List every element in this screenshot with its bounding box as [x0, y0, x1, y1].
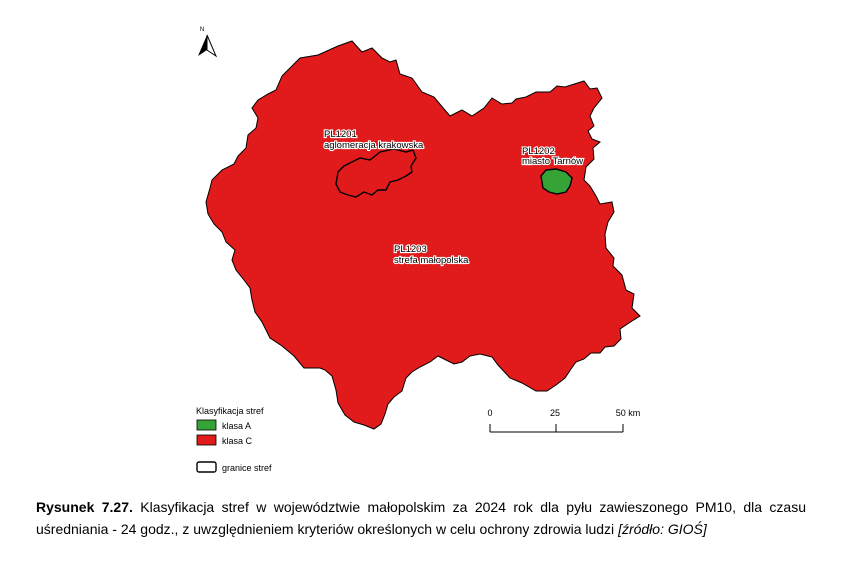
scale-tick-50: 50 km	[616, 408, 641, 418]
caption-text: Klasyfikacja stref w województwie małopo…	[36, 499, 807, 537]
legend-title: Klasyfikacja stref	[196, 406, 264, 416]
map-figure: N PL1201 aglomeracja krakowska PL1202 mi…	[196, 27, 641, 473]
north-label: N	[200, 27, 204, 33]
scale-bar: 0 25 50 km	[487, 408, 641, 433]
legend-label-klasa-c: klasa C	[222, 436, 253, 446]
legend-label-klasa-a: klasa A	[222, 421, 251, 431]
legend: Klasyfikacja stref klasa A klasa C grani…	[196, 406, 272, 473]
zone-aglomeracja-krakowska-area	[335, 148, 417, 198]
legend-swatch-klasa-a	[196, 419, 217, 431]
caption-label: Rysunek 7.27.	[36, 499, 133, 515]
scale-tick-0: 0	[487, 408, 492, 418]
caption-source: [źródło: GIOŚ]	[618, 521, 707, 537]
zone-miasto-tarnow-area	[540, 168, 573, 195]
zone-code-pl1202: PL1202	[522, 146, 555, 157]
north-arrow-icon: N	[198, 27, 218, 58]
figure-caption: Rysunek 7.27. Klasyfikacja stref w wojew…	[36, 496, 806, 540]
zone-name-miasto-tarnow: miasto Tarnów	[522, 156, 583, 167]
legend-label-boundary: granice stref	[222, 463, 272, 473]
scale-tick-25: 25	[550, 408, 560, 418]
legend-swatch-boundary	[196, 461, 217, 473]
zone-name-aglomeracja-krakowska: aglomeracja krakowska	[324, 140, 424, 151]
legend-swatch-klasa-c	[196, 434, 217, 446]
zone-name-strefa-malopolska: strefa małopolska	[394, 255, 469, 266]
zone-code-pl1203: PL1203	[394, 244, 427, 255]
zone-strefa-malopolska-area	[205, 40, 641, 430]
zone-code-pl1201: PL1201	[324, 129, 357, 140]
